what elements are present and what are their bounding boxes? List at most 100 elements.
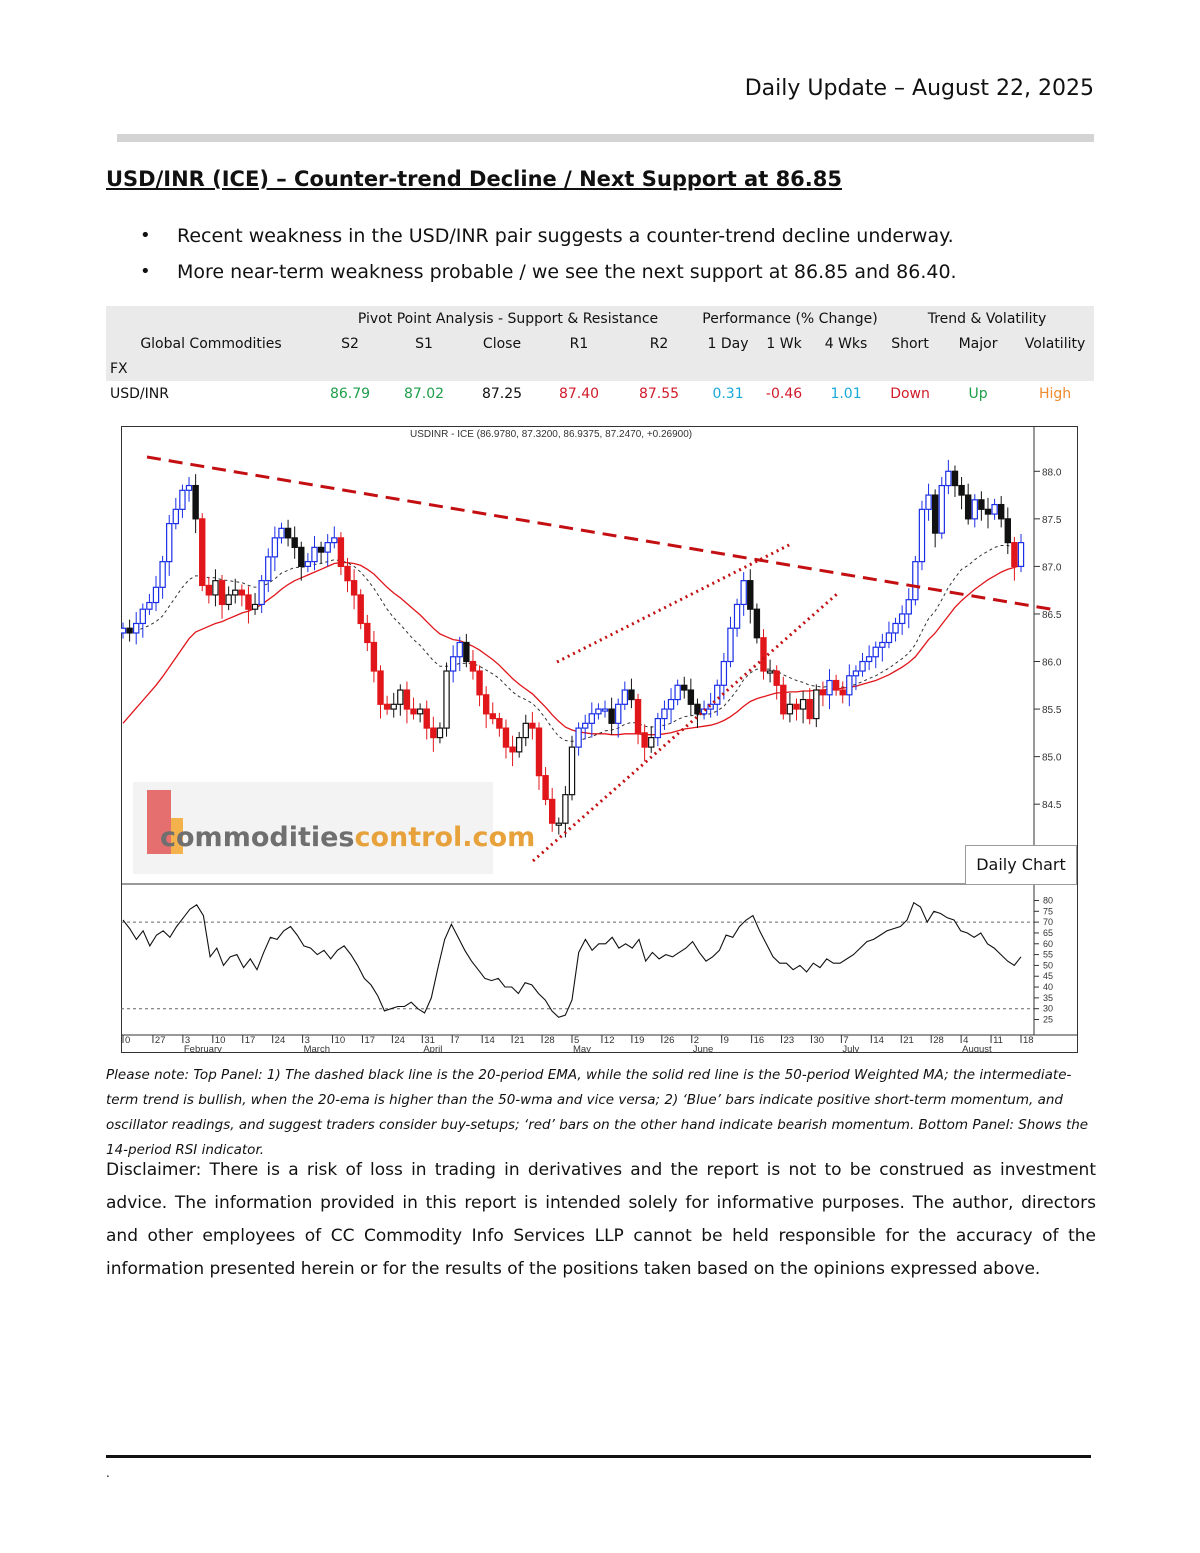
candle-body [984,508,992,515]
candle-body [522,722,529,739]
candle-body [232,589,239,596]
candle-body [733,603,741,629]
candle-body [152,586,160,604]
instrument-name: USD/INR [110,385,169,402]
candle-body [1004,518,1011,544]
candle-body [753,608,761,639]
day-tick-label: 18 [1023,1035,1034,1046]
footer-mark: . [106,1466,110,1480]
candle-body [918,508,926,563]
candle-body [238,589,246,596]
candle-body [317,546,325,553]
day-tick-label: 0 [125,1035,130,1046]
candle-body [291,537,298,548]
candle-body [879,641,886,648]
footer-divider [106,1455,1091,1458]
watermark-text-part1: commodities [160,822,355,853]
candle-body [535,727,543,777]
day-tick-label: 5 [574,1035,579,1046]
column-header: Global Commodities [106,331,316,356]
candle-body [199,518,206,587]
candle-body [681,684,688,691]
column-header: Close [464,331,540,356]
column-header: R1 [540,331,618,356]
candle-body [271,537,279,558]
candle-body [126,627,133,634]
rsi-line [122,901,1022,1018]
day-tick-label: 16 [754,1035,765,1046]
candle-body [515,737,523,753]
day-tick-label: 7 [843,1035,848,1046]
bullet-item: More near-term weakness probable / we se… [140,258,957,294]
candle-body [509,746,516,753]
candle-body [945,470,952,487]
candle-body [925,494,932,510]
column-header: Volatility [1016,331,1095,356]
price-tick-label: 87.0 [1042,562,1062,573]
candle-body [212,580,219,596]
candle-body [179,489,186,510]
column-header: 4 Wks [812,331,881,356]
month-label: March [304,1044,330,1053]
candle-body [364,622,371,644]
candle-body [859,660,866,672]
candle-body [146,601,153,610]
candle-body [595,708,602,715]
candle-body [166,522,173,563]
month-label: May [573,1044,591,1053]
table-empty-cell [106,306,316,331]
day-tick-label: 12 [604,1035,615,1046]
watermark-logo-icon [147,790,171,854]
s1-value: 87.02 [403,385,445,402]
candle-body [205,584,213,596]
rsi-tick-label: 80 [1043,895,1053,905]
candle-body [172,508,180,525]
candle-body [661,708,668,720]
candle-body [667,698,675,710]
candle-body [819,689,827,696]
price-tick-label: 86.0 [1042,658,1062,669]
candle-body [654,717,662,739]
wma50-line [122,561,1022,736]
rsi-tick-label: 25 [1043,1015,1053,1025]
chart-title: USDINR - ICE (86.9780, 87.3200, 86.9375,… [410,429,692,440]
candle-body [443,670,450,729]
candle-body [747,580,754,610]
candle-body [121,627,127,634]
candle-body [740,580,747,606]
candle-body [377,670,384,705]
day-tick-label: 9 [724,1035,729,1046]
candle-body [278,527,285,539]
day-tick-label: 19 [634,1035,645,1046]
header-divider [117,134,1094,142]
candle-body [344,565,351,582]
candle-body [337,537,345,568]
candle-body [799,698,807,710]
daily-chart-label: Daily Chart [965,845,1077,885]
candle-body [648,737,655,748]
candle-body [978,499,985,510]
day-tick-label: 23 [784,1035,795,1046]
rsi-tick-label: 40 [1043,982,1053,992]
candle-body [284,527,292,539]
candle-body [258,580,265,606]
candle-body [251,603,259,610]
candle-body [964,494,972,520]
candle-body [476,670,483,696]
r2-value: 87.55 [638,385,680,402]
candle-body [780,684,787,715]
candle-body [449,656,457,672]
column-header: Major [940,331,1017,356]
day-tick-label: 26 [664,1035,675,1046]
candle-body [436,727,444,739]
trend-short: Down [890,385,930,402]
candle-body [608,708,615,724]
candle-body [225,594,232,606]
candle-body [265,556,272,582]
volatility-value: High [1038,385,1072,402]
candle-body [714,684,721,705]
day-tick-label: 11 [993,1035,1003,1046]
column-header: S1 [384,331,464,356]
rsi-tick-label: 60 [1043,939,1053,949]
candle-body [813,689,820,720]
